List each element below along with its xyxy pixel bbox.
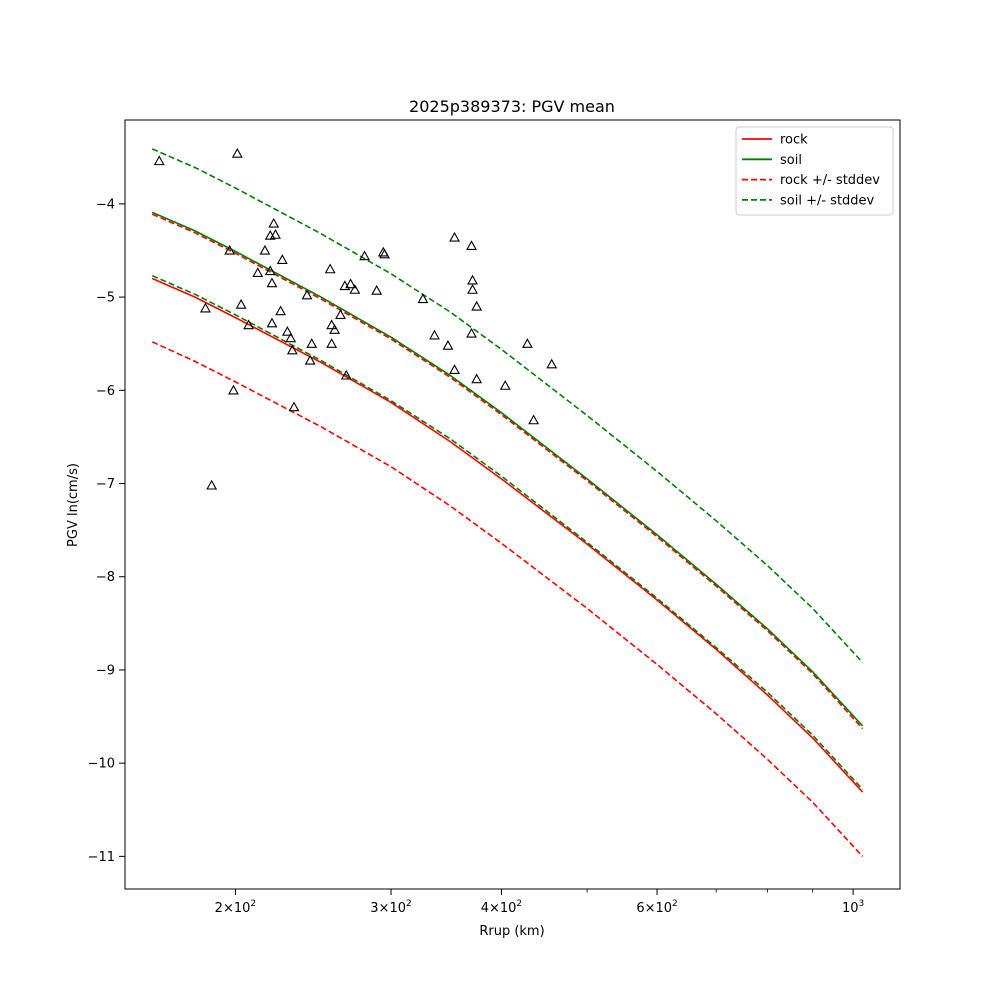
observation-point-5 — [235, 298, 247, 309]
legend-box — [735, 126, 894, 216]
observation-point-22 — [306, 338, 318, 348]
series-line-rock-stddev-2 — [151, 341, 864, 857]
observation-point-3 — [231, 147, 243, 158]
series-line-rock-mean-0 — [151, 277, 864, 793]
observation-point-45 — [467, 284, 478, 294]
observation-point-51 — [546, 358, 558, 369]
observation-point-26 — [326, 338, 338, 348]
observation-point-38 — [429, 329, 440, 340]
x-tick-label-3: 6×102 — [636, 899, 677, 916]
observation-point-7 — [252, 267, 264, 278]
observation-point-40 — [449, 231, 460, 242]
observation-point-34 — [371, 284, 383, 295]
y-tick-label-7: −11 — [88, 850, 115, 865]
observation-point-16 — [275, 305, 287, 316]
legend-label-1: soil — [780, 153, 802, 168]
legend-label-3: soil +/- stddev — [780, 193, 875, 208]
x-axis-ticks: 2×102 3×102 4×102 6×102 103 — [215, 889, 864, 916]
y-axis-label: PGV ln(cm/s) — [66, 463, 81, 547]
y-tick-label-2: −6 — [96, 384, 115, 399]
y-tick-label-0: −4 — [96, 197, 115, 212]
observation-point-23 — [304, 354, 316, 365]
observation-point-37 — [417, 293, 429, 304]
observation-point-49 — [521, 338, 533, 348]
observation-point-20 — [288, 401, 300, 412]
legend-label-2: rock +/- stddev — [780, 173, 880, 188]
chart-title: 2025p389373: PGV mean — [409, 97, 615, 116]
observation-point-4 — [228, 384, 239, 395]
y-tick-label-1: −5 — [96, 291, 115, 306]
observation-point-44 — [467, 274, 478, 285]
legend-label-0: rock — [780, 133, 808, 148]
observation-point-31 — [345, 278, 357, 289]
observation-point-outlier — [206, 479, 218, 490]
series-layer — [151, 148, 864, 857]
x-tick-label-0: 2×102 — [215, 899, 256, 916]
x-axis-label: Rrup (km) — [479, 924, 544, 939]
series-line-soil-stddev-5 — [151, 274, 864, 790]
observation-point-47 — [471, 373, 483, 384]
plot-frame — [124, 119, 901, 890]
observation-point-0 — [153, 155, 165, 166]
x-tick-label-2: 4×102 — [481, 899, 522, 916]
observation-point-12 — [264, 265, 276, 276]
observation-point-27 — [329, 324, 341, 334]
observation-point-39 — [442, 339, 454, 350]
y-tick-label-6: −10 — [88, 757, 115, 772]
observation-point-46 — [471, 300, 483, 311]
y-tick-label-4: −8 — [96, 570, 115, 585]
y-tick-label-3: −7 — [96, 477, 115, 492]
observation-point-32 — [349, 284, 361, 294]
legend-items: rock soil rock +/- stddev soil +/- stddev — [742, 133, 880, 208]
observation-point-11 — [270, 229, 281, 239]
y-axis-ticks: −4 −5 −6 −7 −8 −9 −10 −11 — [88, 197, 125, 865]
observation-point-13 — [266, 277, 278, 288]
observation-point-15 — [276, 254, 288, 264]
legend: rock soil rock +/- stddev soil +/- stddev — [735, 126, 894, 216]
observation-point-36 — [379, 248, 391, 259]
observation-point-14 — [266, 317, 278, 328]
observation-point-30 — [339, 280, 351, 291]
observation-point-1 — [200, 302, 211, 313]
observation-point-18 — [285, 332, 297, 343]
observation-point-41 — [449, 364, 460, 374]
observation-point-33 — [359, 250, 370, 261]
series-line-soil-stddev-4 — [151, 148, 864, 664]
observation-point-50 — [528, 414, 540, 425]
observation-point-19 — [286, 344, 298, 355]
observation-point-25 — [326, 319, 338, 330]
observation-markers — [153, 147, 558, 490]
observation-point-29 — [340, 369, 352, 380]
series-line-soil-mean-3 — [151, 211, 864, 727]
series-line-rock-stddev-1 — [151, 213, 864, 730]
observation-point-42 — [466, 327, 477, 338]
observation-point-21 — [301, 289, 313, 300]
observation-point-48 — [499, 380, 511, 390]
observation-point-2 — [224, 244, 236, 255]
observation-point-10 — [268, 217, 280, 228]
y-tick-label-5: −9 — [96, 663, 115, 678]
observation-point-43 — [466, 240, 477, 250]
observation-point-6 — [243, 319, 255, 330]
observation-point-24 — [324, 263, 336, 274]
observation-point-8 — [259, 244, 271, 255]
x-tick-label-4: 103 — [842, 899, 864, 916]
observation-point-17 — [281, 325, 293, 336]
x-tick-label-1: 3×102 — [370, 899, 411, 916]
observation-point-28 — [335, 309, 346, 319]
